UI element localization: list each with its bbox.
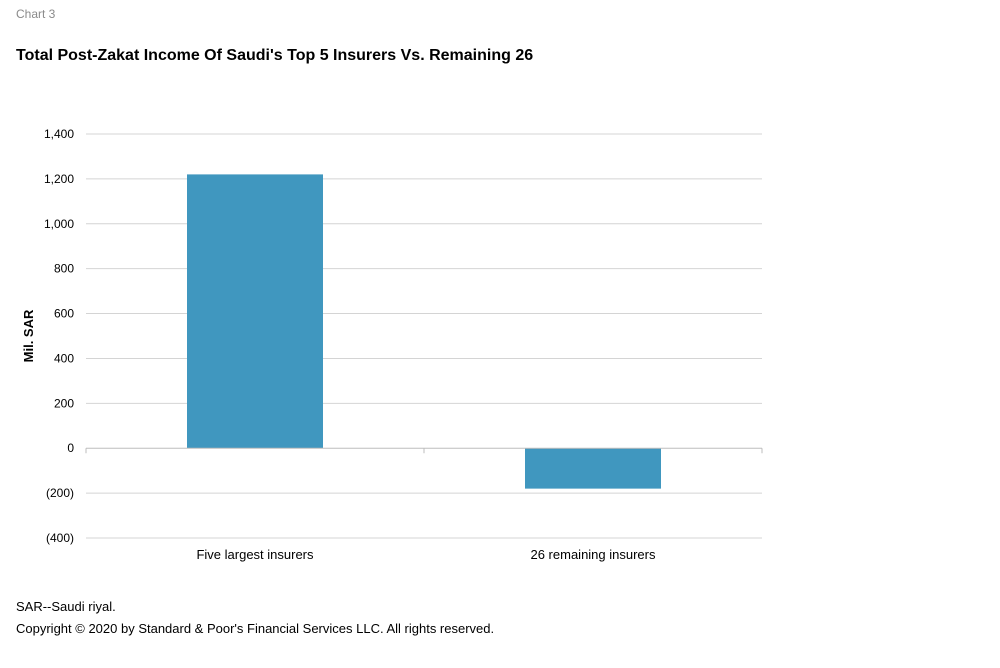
y-tick-label: 1,000 [44,217,74,231]
copyright-notice: Copyright © 2020 by Standard & Poor's Fi… [16,621,495,636]
y-tick-label: 1,200 [44,172,74,186]
x-category-label: Five largest insurers [196,547,314,562]
footnote: SAR--Saudi riyal. [16,599,116,614]
y-tick-labels: 1,400 1,200 1,000 800 600 400 200 0 (200) (400) [44,127,74,545]
x-category-labels: Five largest insurers 26 remaining insure… [196,547,656,562]
y-tick-label: 1,400 [44,127,74,141]
y-tick-label: 800 [54,262,74,276]
bars [187,174,661,489]
bar [525,448,661,489]
x-category-label: 26 remaining insurers [530,547,656,562]
y-tick-label: 0 [67,441,74,455]
y-tick-label: (400) [46,531,74,545]
bar [187,174,323,449]
y-tick-label: 200 [54,396,74,410]
chart-title: Total Post-Zakat Income Of Saudi's Top 5… [16,47,534,64]
y-tick-label: 400 [54,351,74,365]
y-axis-label: Mil. SAR [21,309,36,362]
axes [85,447,763,454]
chart-label: Chart 3 [16,7,56,21]
y-tick-label: (200) [46,486,74,500]
y-tick-label: 600 [54,307,74,321]
